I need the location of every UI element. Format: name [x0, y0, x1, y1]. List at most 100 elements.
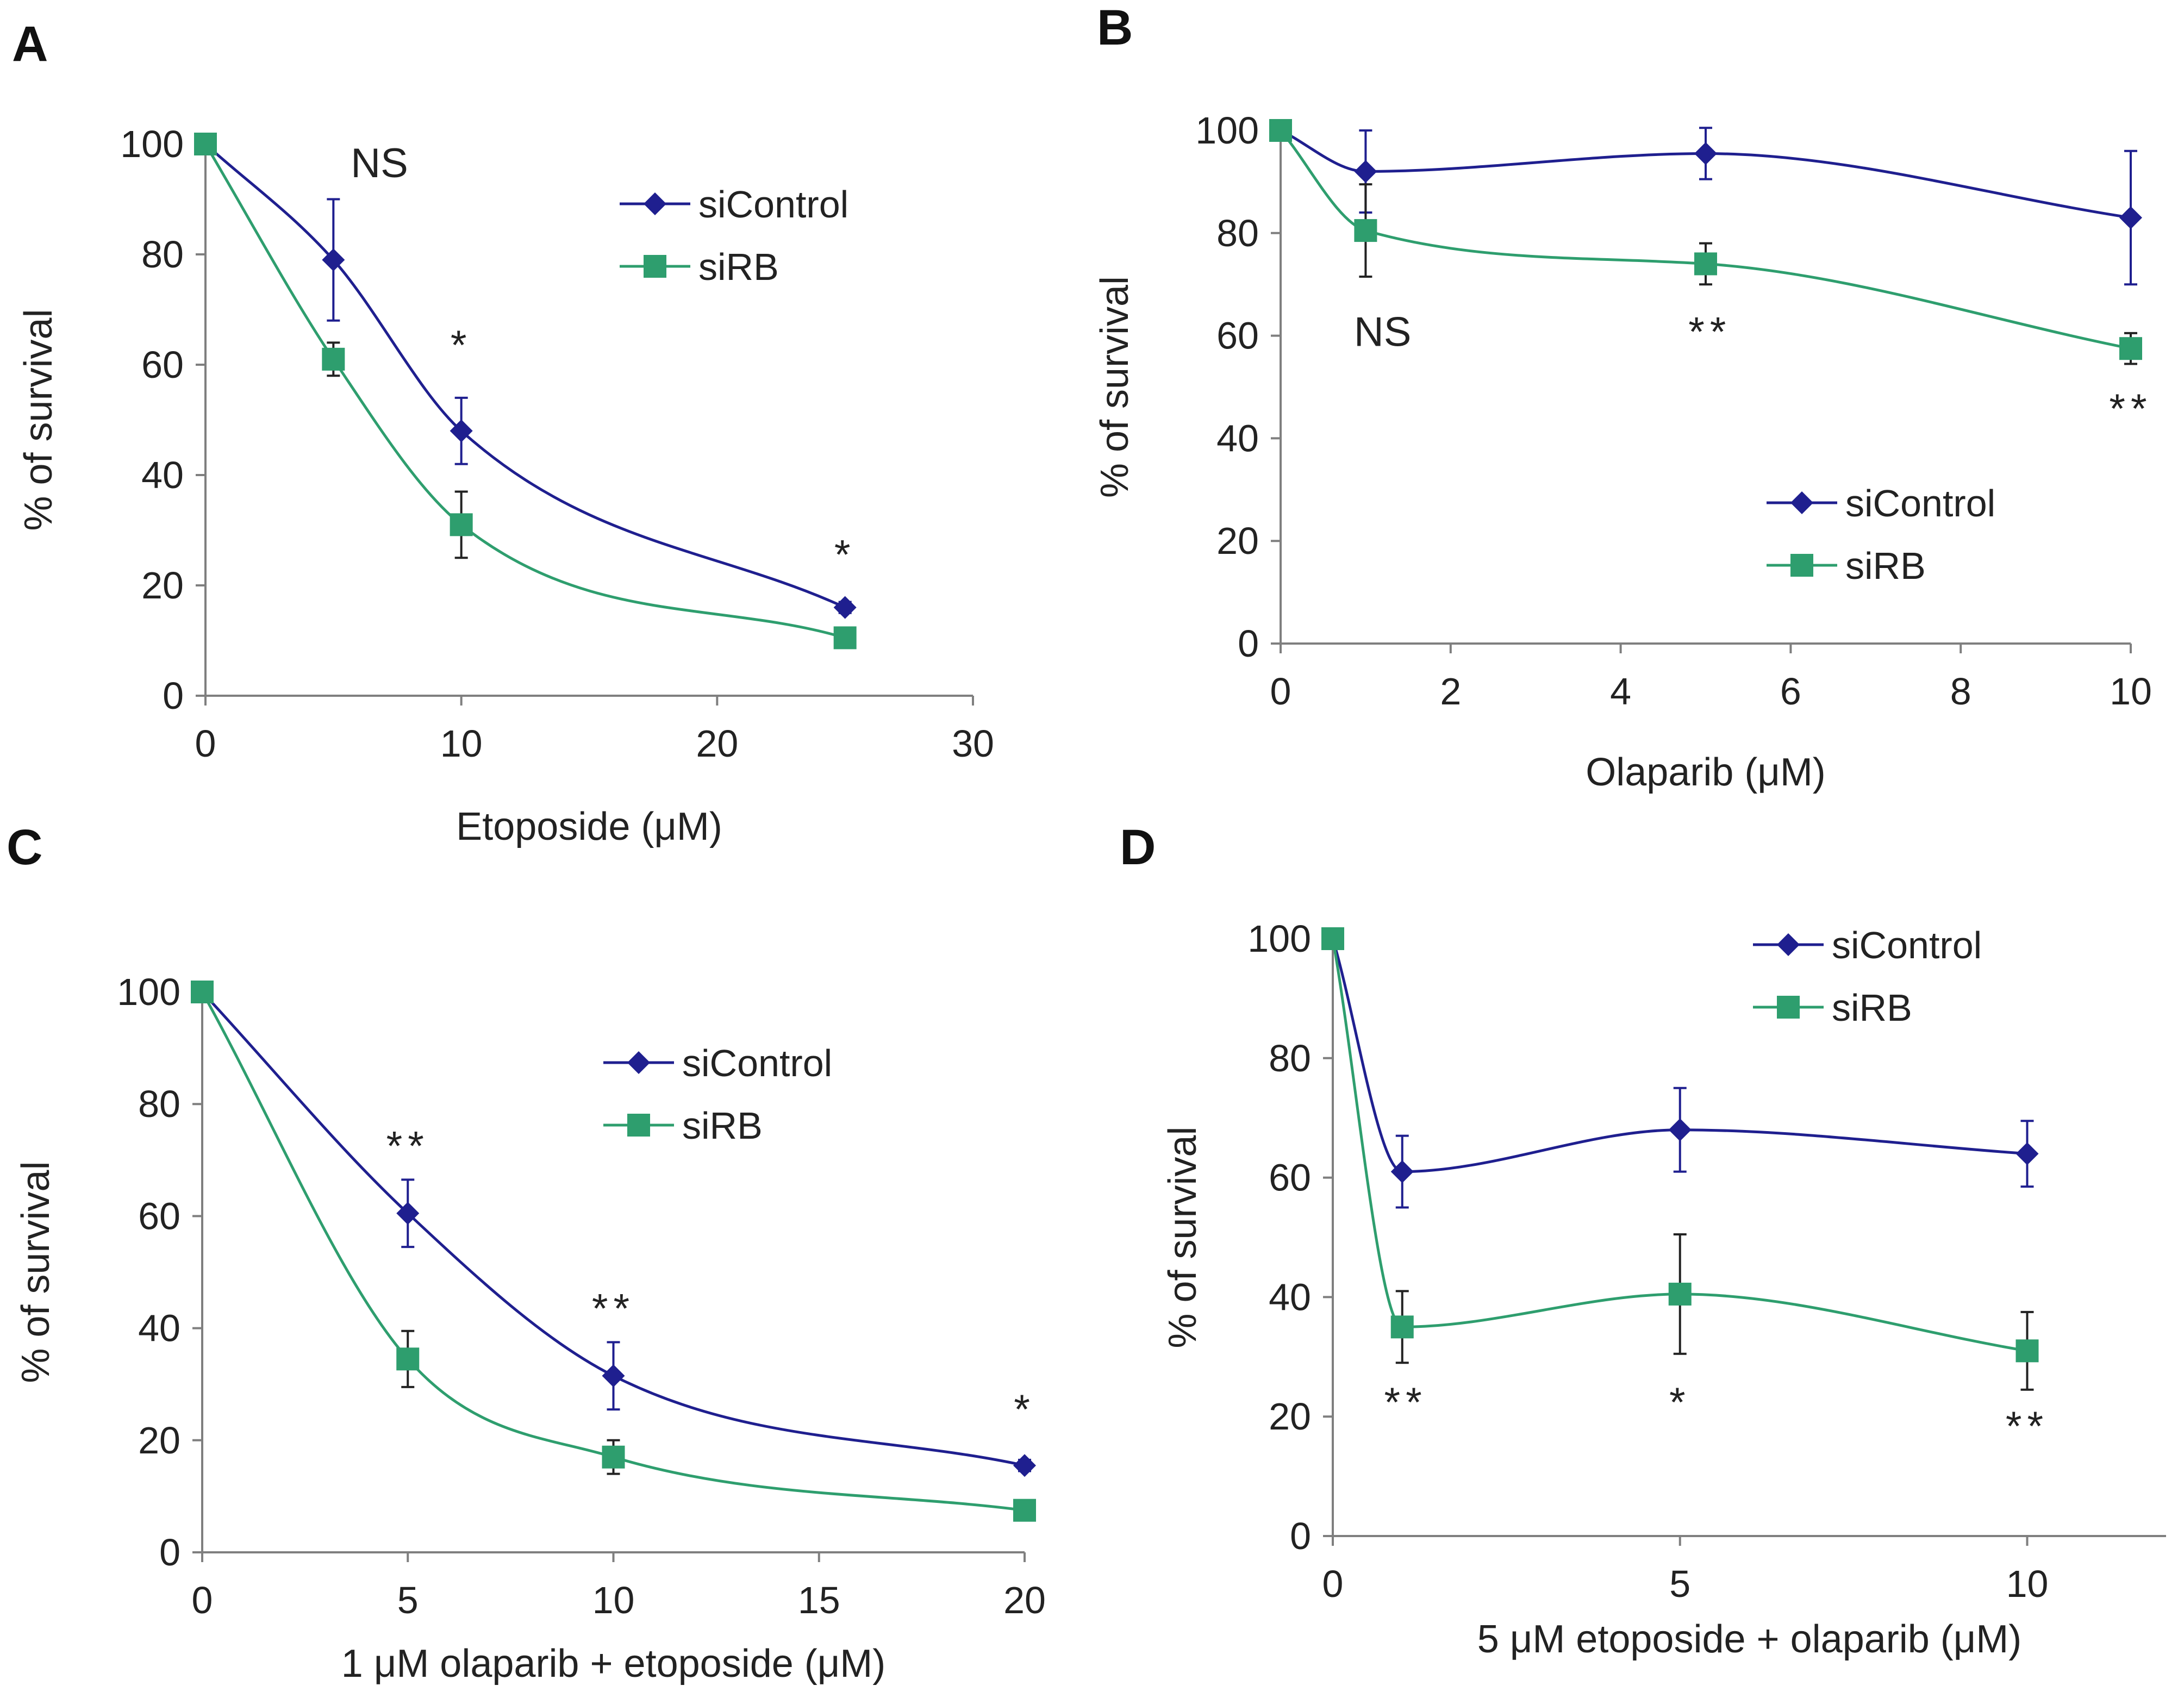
y-tick-label: 40 — [141, 454, 184, 496]
series-line — [201, 991, 1025, 1467]
y-tick-label: 20 — [138, 1419, 180, 1462]
data-point — [2119, 337, 2142, 360]
x-axis-title: 5 μM etoposide + olaparib (μM) — [1477, 1618, 2021, 1661]
x-tick-label: 20 — [696, 722, 738, 765]
y-tick-label: 80 — [1269, 1037, 1311, 1079]
panel-c: C 0 20 40 60 80 100 0 5 10 15 20 1 μM olaparib + eto… — [7, 820, 1046, 1685]
panel-d: D 0 20 40 60 80 100 0 5 10 5 μM etoposide + olapar… — [1120, 820, 2166, 1661]
y-tick-label: 20 — [1216, 520, 1259, 562]
x-tick-label: 2 — [1440, 670, 1461, 713]
x-axis-title: Etoposide (μM) — [456, 805, 722, 848]
x-tick-label: 4 — [1610, 670, 1631, 713]
legend: siControl siRB — [603, 1042, 832, 1147]
x-tick-label: 30 — [952, 722, 994, 765]
x-tick-label: 0 — [1322, 1563, 1344, 1605]
x-tick-label: 0 — [195, 722, 216, 765]
legend-label: siControl — [1845, 482, 1995, 525]
data-point — [1013, 1454, 1036, 1477]
data-point — [602, 1364, 625, 1388]
legend-marker — [1790, 554, 1813, 577]
legend-marker — [1777, 996, 1800, 1019]
significance-label: ** — [592, 1285, 635, 1332]
x-tick-label: 6 — [1780, 670, 1801, 713]
series-sirb — [1269, 119, 2142, 365]
legend-label: siControl — [1832, 924, 1982, 966]
y-tick-label: 40 — [138, 1307, 180, 1350]
panel-letter: A — [12, 16, 48, 72]
legend-label: siControl — [698, 183, 848, 226]
x-tick-label: 0 — [1270, 670, 1291, 713]
series-sirb — [191, 981, 1036, 1522]
legend: siControl siRB — [1767, 482, 1995, 587]
legend-marker — [644, 255, 666, 278]
y-tick-label: 0 — [163, 675, 184, 717]
significance-label: ** — [1688, 309, 1731, 355]
series-line — [1280, 129, 2131, 350]
data-point — [191, 981, 214, 1003]
significance-label: ** — [2109, 386, 2152, 432]
significance-label: * — [1669, 1379, 1691, 1426]
data-point — [1354, 160, 1377, 183]
y-tick-label: 40 — [1269, 1276, 1311, 1318]
y-axis-title: % of survival — [14, 1161, 58, 1383]
legend-label: siRB — [682, 1104, 763, 1147]
data-point — [833, 596, 857, 619]
x-tick-label: 10 — [2110, 670, 2152, 713]
x-axis-title: Olaparib (μM) — [1586, 751, 1826, 794]
series-line — [1280, 129, 2131, 219]
data-point — [396, 1202, 420, 1225]
significance-label: NS — [351, 140, 408, 186]
data-point — [833, 626, 857, 650]
data-point — [396, 1347, 420, 1371]
data-point — [1269, 119, 1292, 142]
series-sicontrol — [1269, 119, 2142, 286]
x-tick-label: 15 — [798, 1579, 840, 1621]
data-point — [450, 419, 473, 442]
y-tick-label: 40 — [1216, 417, 1259, 459]
x-tick-label: 0 — [192, 1579, 213, 1621]
legend-marker — [627, 1114, 650, 1137]
significance-label: ** — [386, 1123, 429, 1169]
y-tick-label: 20 — [141, 564, 184, 607]
significance-label: ** — [2006, 1403, 2049, 1450]
data-point — [1668, 1118, 1692, 1141]
significance-label: NS — [1354, 309, 1412, 355]
data-point — [1694, 142, 1717, 165]
data-point — [194, 133, 217, 155]
x-tick-label: 10 — [592, 1579, 635, 1621]
y-tick-label: 60 — [1269, 1157, 1311, 1199]
y-tick-label: 100 — [1247, 917, 1311, 960]
y-tick-label: 60 — [1216, 315, 1259, 357]
y-tick-label: 80 — [141, 233, 184, 276]
data-point — [1390, 1160, 1414, 1183]
data-point — [1321, 927, 1344, 950]
data-point — [1668, 1282, 1692, 1306]
legend-marker — [1790, 491, 1813, 514]
significance-label: * — [1014, 1387, 1035, 1433]
x-tick-label: 10 — [440, 722, 483, 765]
legend-marker — [1777, 933, 1800, 956]
y-tick-label: 80 — [1216, 212, 1259, 254]
legend-label: siControl — [682, 1042, 832, 1084]
data-point — [1354, 219, 1377, 242]
y-axis-title: % of survival — [1093, 276, 1137, 498]
data-point — [450, 513, 473, 536]
legend: siControl siRB — [620, 183, 848, 288]
series-line — [1331, 938, 2027, 1352]
legend-label: siRB — [698, 246, 779, 288]
y-tick-label: 20 — [1269, 1395, 1311, 1438]
y-tick-label: 100 — [1195, 109, 1259, 152]
panel-letter: D — [1120, 820, 1156, 875]
series-line — [204, 143, 846, 639]
panel-letter: C — [7, 820, 42, 875]
y-tick-label: 0 — [1290, 1515, 1311, 1557]
significance-label: * — [834, 532, 856, 578]
legend: siControl siRB — [1753, 924, 1982, 1029]
y-tick-label: 100 — [120, 123, 184, 165]
y-axis-title: % of survival — [1161, 1126, 1205, 1348]
series-line — [204, 143, 846, 609]
x-axis-title: 1 μM olaparib + etoposide (μM) — [341, 1642, 885, 1685]
